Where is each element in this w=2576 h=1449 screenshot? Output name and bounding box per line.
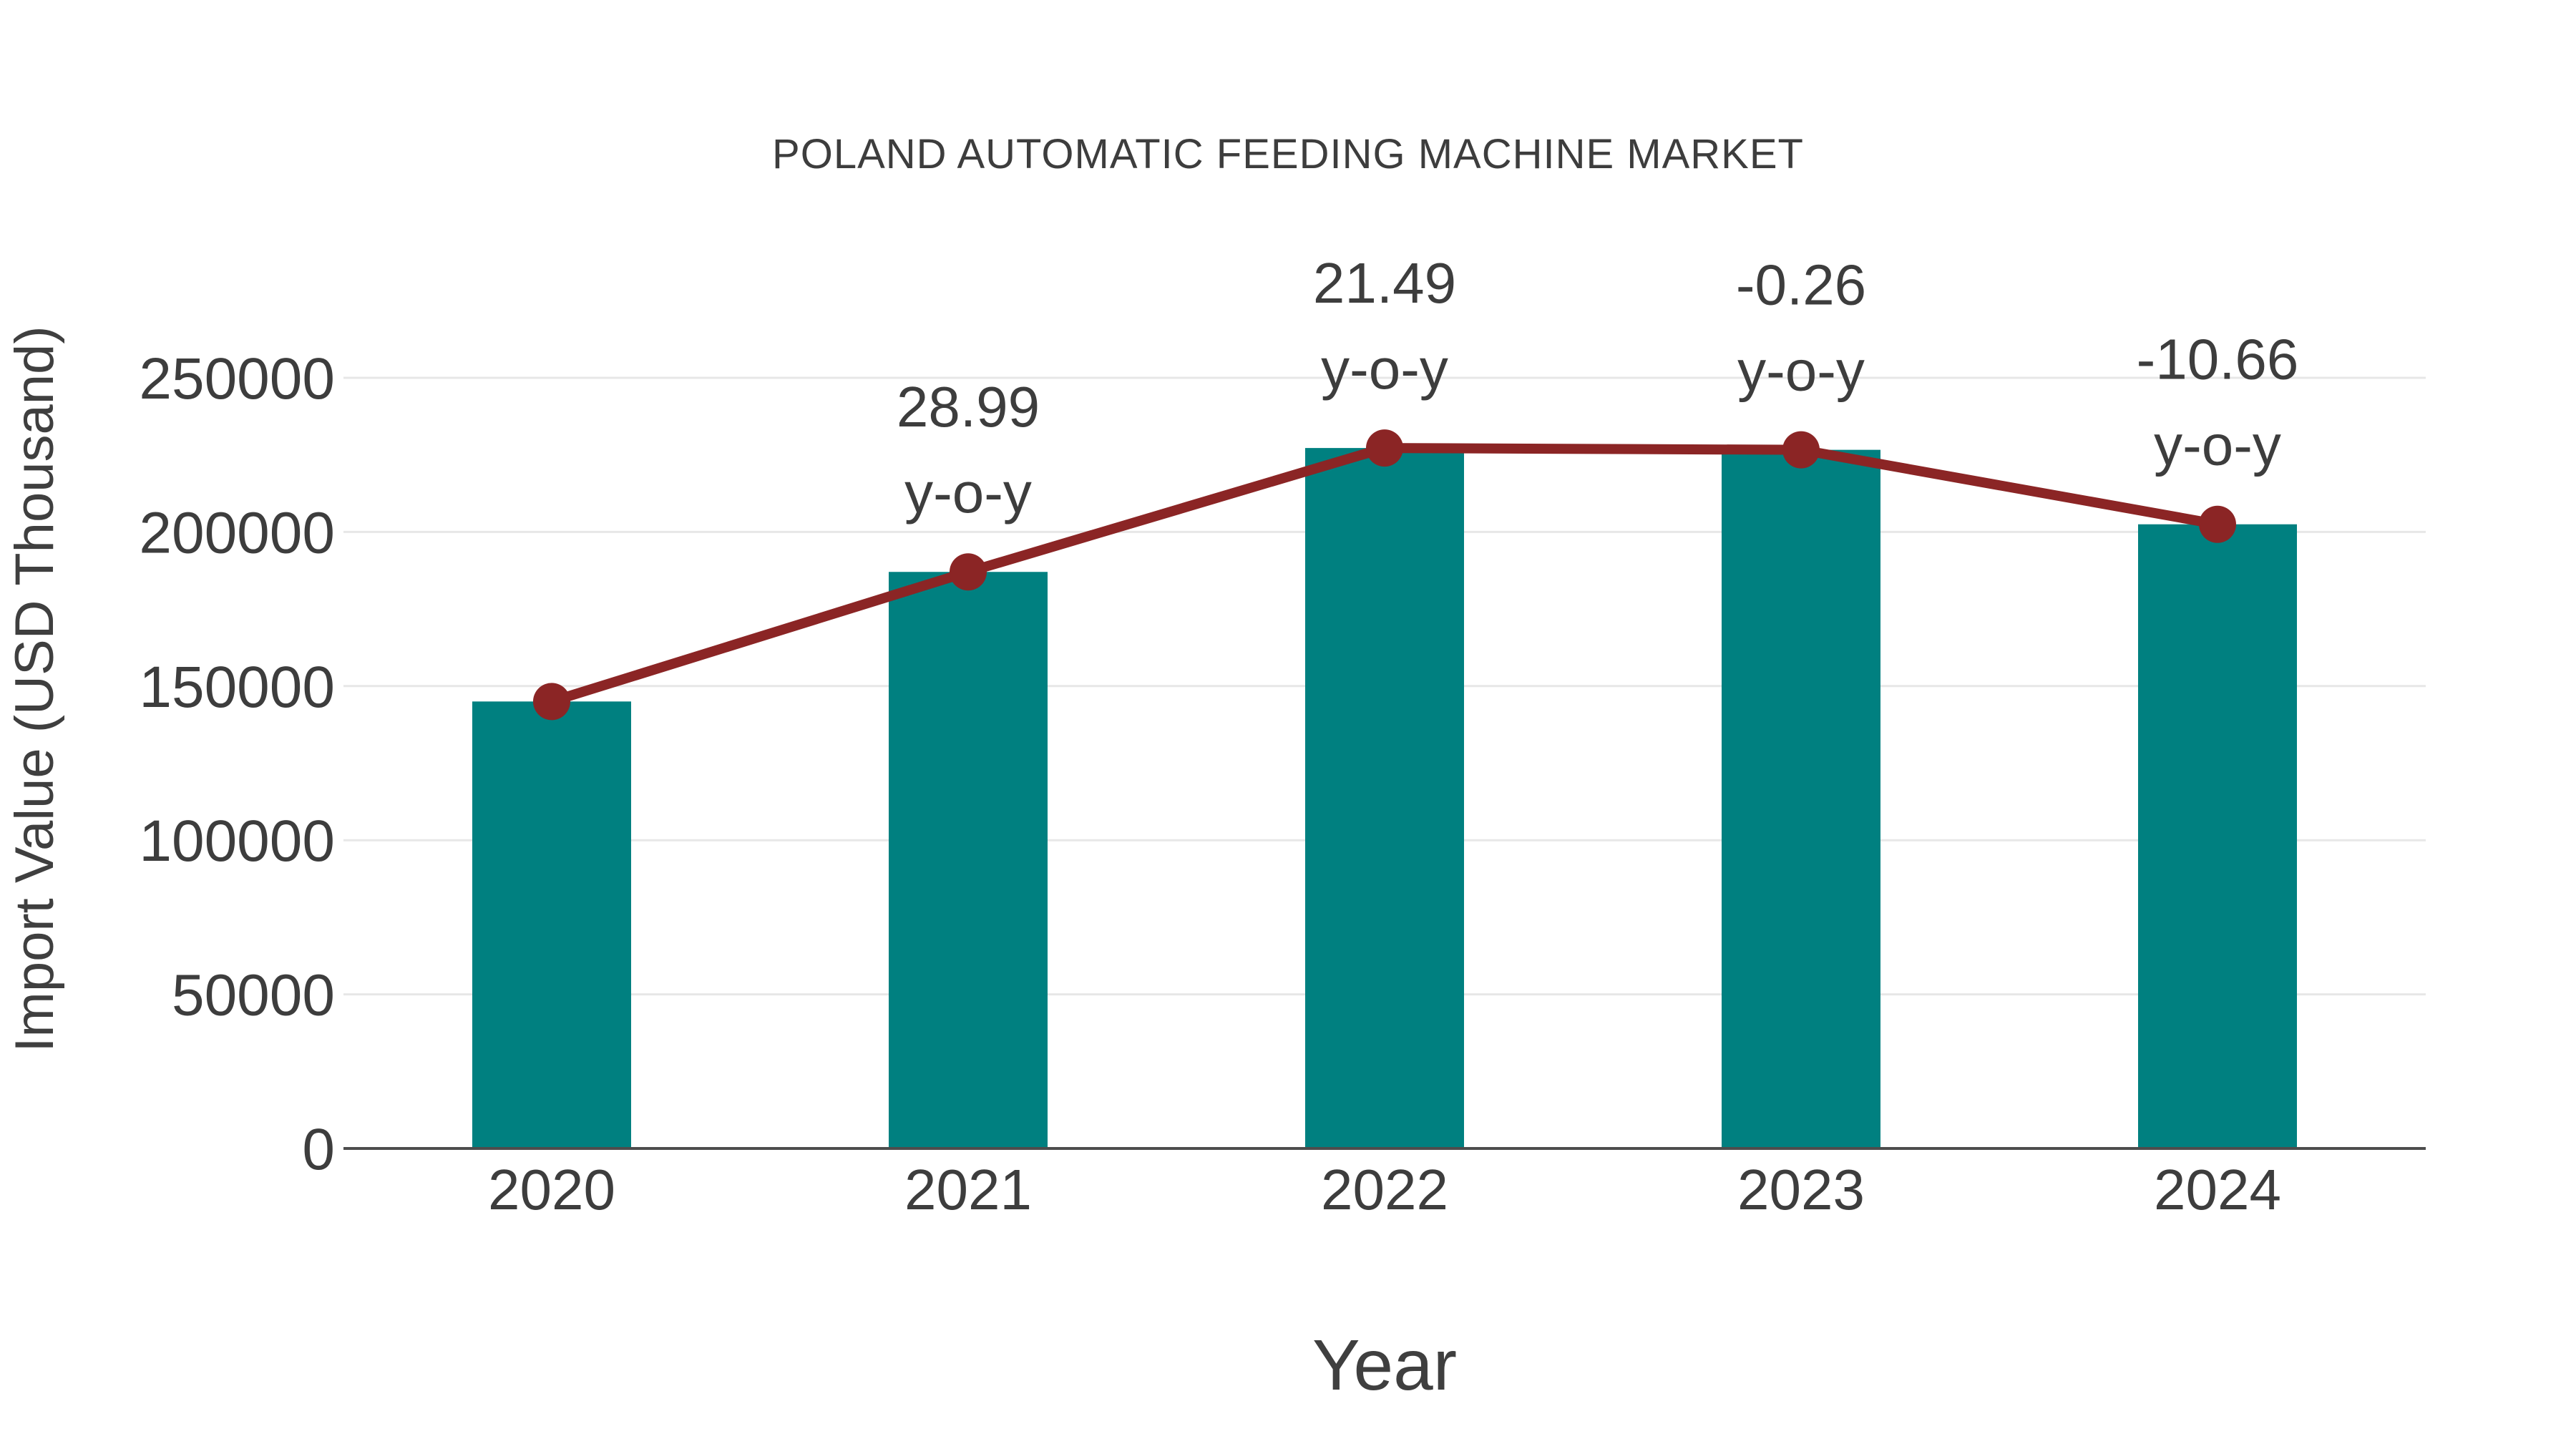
y-tick-label: 0 bbox=[302, 1117, 335, 1182]
y-tick-label: 50000 bbox=[172, 963, 335, 1028]
bar-2022 bbox=[1305, 448, 1464, 1148]
x-tick-label: 2023 bbox=[1737, 1158, 1865, 1221]
annotation-suffix-2024: y-o-y bbox=[2154, 414, 2281, 477]
annotation-value-2024: -10.66 bbox=[2137, 328, 2299, 391]
y-tick-label: 100000 bbox=[139, 809, 335, 874]
y-tick-label: 250000 bbox=[139, 346, 335, 411]
annotation-value-2023: -0.26 bbox=[1736, 253, 1866, 317]
x-axis-title: Year bbox=[1312, 1325, 1458, 1405]
x-tick-label: 2022 bbox=[1321, 1158, 1448, 1221]
bar-2023 bbox=[1722, 449, 1880, 1148]
chart-title: POLAND AUTOMATIC FEEDING MACHINE MARKET bbox=[772, 131, 1804, 177]
annotation-value-2022: 21.49 bbox=[1313, 251, 1456, 315]
x-tick-label: 2021 bbox=[904, 1158, 1032, 1221]
annotation-value-2021: 28.99 bbox=[897, 375, 1040, 439]
bar-2021 bbox=[889, 572, 1048, 1148]
x-tick-label: 2020 bbox=[488, 1158, 615, 1221]
annotation-suffix-2021: y-o-y bbox=[904, 461, 1032, 525]
trend-marker-2020 bbox=[533, 683, 570, 721]
y-axis-title: Import Value (USD Thousand) bbox=[4, 326, 65, 1053]
bar-2024 bbox=[2138, 524, 2297, 1148]
x-tick-label: 2024 bbox=[2154, 1158, 2281, 1221]
trend-marker-2022 bbox=[1366, 429, 1403, 467]
y-tick-label: 150000 bbox=[139, 655, 335, 720]
trend-marker-2024 bbox=[2199, 505, 2236, 543]
y-tick-label: 200000 bbox=[139, 500, 335, 565]
annotation-suffix-2023: y-o-y bbox=[1737, 339, 1865, 403]
annotation-suffix-2022: y-o-y bbox=[1321, 337, 1448, 401]
trend-marker-2023 bbox=[1782, 431, 1820, 469]
trend-marker-2021 bbox=[950, 553, 987, 591]
bar-2020 bbox=[472, 701, 631, 1148]
